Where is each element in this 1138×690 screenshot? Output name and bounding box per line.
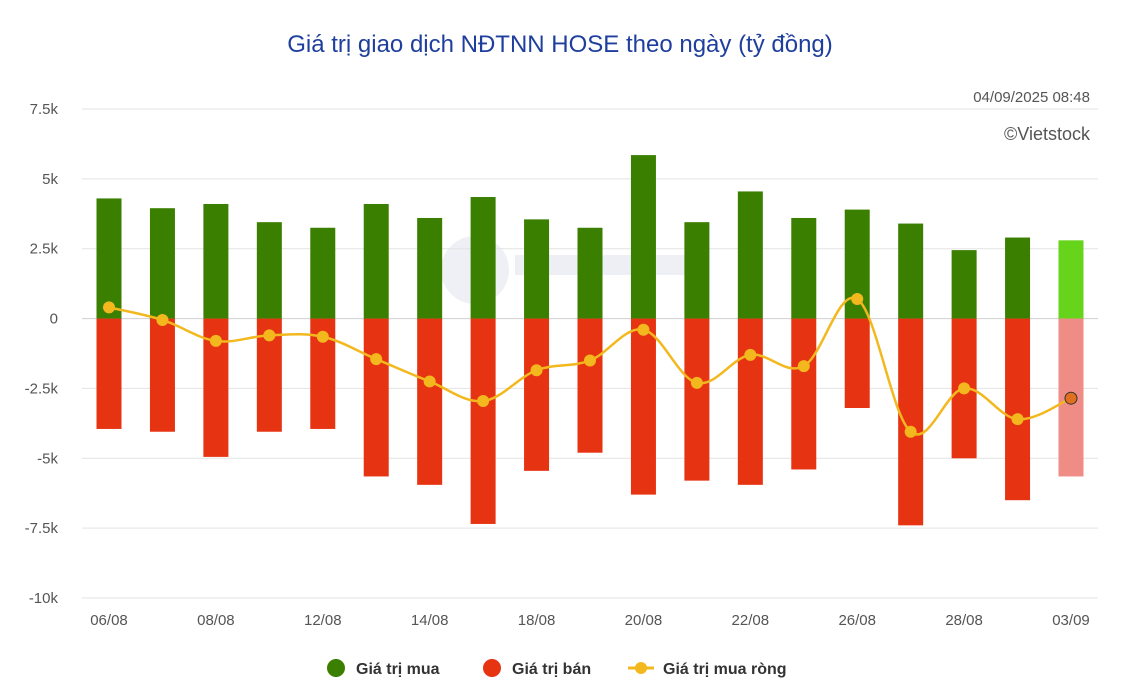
timestamp-label: 04/09/2025 08:48 [973, 89, 1090, 106]
legend-item-buy[interactable]: Giá trị mua [327, 659, 440, 678]
buy-bar [951, 250, 977, 319]
bars [96, 155, 1084, 526]
y-tick-label: -10k [29, 590, 59, 607]
buy-bar [1005, 237, 1031, 319]
buy-bar [630, 155, 656, 319]
legend-net-label: Giá trị mua ròng [663, 661, 787, 678]
y-tick-label: 5k [42, 171, 58, 188]
net-point [797, 360, 810, 373]
buy-bar [524, 219, 550, 319]
chart-title: Giá trị giao dịch NĐTNN HOSE theo ngày (… [287, 31, 833, 58]
net-point [1064, 391, 1078, 405]
x-tick-label: 28/08 [945, 612, 983, 629]
legend-buy-swatch [327, 659, 345, 677]
net-line [103, 293, 1078, 438]
y-tick-label: -7.5k [25, 520, 59, 537]
legend-item-net[interactable]: Giá trị mua ròng [628, 661, 787, 678]
y-tick-label: -2.5k [25, 380, 59, 397]
x-tick-label: 06/08 [90, 612, 128, 629]
buy-bar [310, 227, 336, 319]
legend-buy-label: Giá trị mua [356, 661, 440, 678]
net-point [637, 323, 650, 336]
sell-bar [1005, 318, 1031, 501]
x-tick-label: 08/08 [197, 612, 235, 629]
buy-bar [96, 198, 122, 319]
x-tick-label: 22/08 [732, 612, 770, 629]
buy-bar [898, 223, 924, 319]
net-point [316, 330, 329, 343]
y-tick-label: -5k [37, 450, 58, 467]
buy-bar [737, 191, 763, 319]
buy-bar [791, 217, 817, 319]
buy-bar [149, 208, 175, 319]
net-point [690, 376, 703, 389]
buy-bar [203, 204, 229, 319]
y-tick-label: 0 [50, 311, 58, 328]
sell-bar [844, 318, 870, 408]
net-point [263, 329, 276, 342]
grid-lines [82, 108, 1098, 599]
sell-bar [149, 318, 175, 432]
x-tick-label: 14/08 [411, 612, 449, 629]
x-tick-label: 20/08 [625, 612, 663, 629]
x-tick-label: 03/09 [1052, 612, 1090, 629]
legend-item-sell[interactable]: Giá trị bán [483, 659, 591, 678]
buy-bar [470, 197, 496, 319]
net-point [477, 395, 490, 408]
net-point [584, 354, 596, 367]
buy-bar [417, 217, 443, 319]
sell-bar [737, 318, 763, 485]
legend-sell-label: Giá trị bán [512, 661, 591, 678]
buy-bar [577, 227, 603, 319]
copyright-label: ©Vietstock [1004, 124, 1091, 144]
net-point [103, 301, 115, 314]
legend-net-swatch [635, 662, 647, 674]
sell-bar [630, 318, 656, 495]
sell-bar [363, 318, 389, 477]
sell-bar [791, 318, 817, 470]
net-point [209, 334, 222, 347]
buy-bar [1058, 240, 1084, 319]
sell-bar [417, 318, 443, 485]
x-axis-ticks: 06/08 08/08 12/08 14/08 18/08 20/08 22/08 26/08… [90, 612, 1090, 629]
net-point [958, 382, 971, 395]
y-tick-label: 7.5k [30, 101, 59, 118]
buy-bar [256, 222, 282, 319]
net-point [530, 364, 543, 377]
buy-bar [684, 222, 710, 319]
net-point [1011, 413, 1024, 426]
net-point [370, 353, 383, 366]
sell-bar [96, 318, 122, 429]
sell-bar [898, 318, 924, 526]
net-point [156, 313, 169, 326]
legend: Giá trị mua Giá trị bán Giá trị mua ròng [327, 659, 787, 678]
net-point [904, 425, 917, 438]
sell-bar [524, 318, 550, 471]
sell-bar [684, 318, 710, 481]
sell-bar [577, 318, 603, 453]
net-point [423, 375, 436, 388]
y-tick-label: 2.5k [30, 241, 59, 258]
net-point [744, 348, 757, 361]
x-tick-label: 26/08 [838, 612, 876, 629]
net-point [851, 293, 864, 306]
y-axis-ticks: 7.5k 5k 2.5k 0 -2.5k -5k -7.5k -10k [25, 101, 59, 607]
legend-sell-swatch [483, 659, 501, 677]
sell-bar [470, 318, 496, 524]
buy-bar [363, 204, 389, 319]
x-tick-label: 12/08 [304, 612, 342, 629]
x-tick-label: 18/08 [518, 612, 556, 629]
